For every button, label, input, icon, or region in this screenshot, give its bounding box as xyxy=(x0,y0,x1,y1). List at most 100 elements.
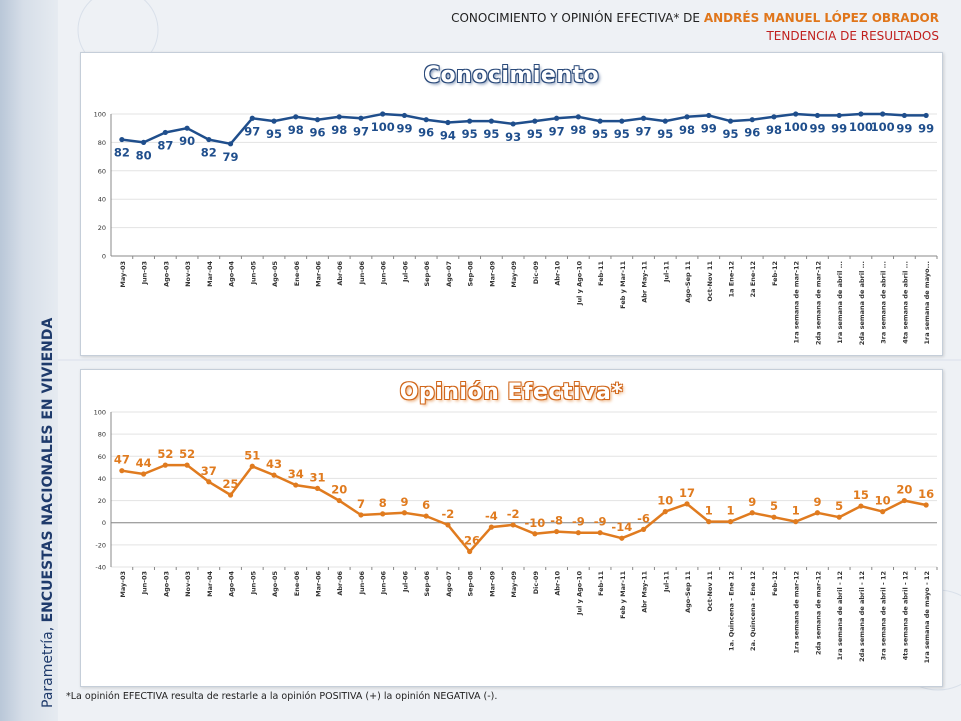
chart1-data-point xyxy=(423,513,429,519)
chart0-data-label: 100 xyxy=(784,120,808,134)
header-title-prefix: CONOCIMIENTO Y OPINIÓN EFECTIVA* DE xyxy=(451,11,701,25)
chart1-category-label: May-09 xyxy=(510,571,518,598)
footnote: *La opinión EFECTIVA resulta de restarle… xyxy=(66,691,498,702)
chart1-data-label: -14 xyxy=(611,520,632,534)
chart1-category-label: 4ta semana de abril - 12 xyxy=(901,571,909,660)
chart0-data-point xyxy=(119,136,125,143)
chart0-category-label: Oct-Nov 11 xyxy=(706,261,714,302)
chart0-ytick-label: 40 xyxy=(98,196,106,204)
chart0-data-point xyxy=(467,118,473,124)
chart0-data-label: 95 xyxy=(483,127,499,141)
chart1-ytick-label: 100 xyxy=(94,409,106,417)
chart1-data-label: 1 xyxy=(726,504,734,518)
chart0-category-label: Nov-03 xyxy=(184,261,192,287)
chart1-category-label: Ene-06 xyxy=(293,571,301,597)
chart1-data-point xyxy=(597,530,603,536)
chart1-data-point xyxy=(314,485,321,491)
chart1-data-point xyxy=(640,526,647,532)
opinion-panel: Opinión Efectiva* -40 -20 0 20 40 60 80 100 May-… xyxy=(80,369,943,687)
chart0-data-point xyxy=(249,115,255,121)
chart0-data-point xyxy=(575,114,581,120)
chart1-data-label: -6 xyxy=(637,511,650,525)
chart1-data-label: -8 xyxy=(550,514,563,528)
chart0-data-label: 98 xyxy=(766,123,782,137)
chart1-category-label: Dic-09 xyxy=(532,571,540,595)
chart0-category-label: Jul y Ago-10 xyxy=(575,261,583,306)
chart1-category-label: Jul y Ago-10 xyxy=(575,571,583,616)
chart0-data-label: 96 xyxy=(744,126,760,140)
chart1-category-label: 2a. Quincena - Ene 12 xyxy=(749,571,757,651)
chart1-data-label: 20 xyxy=(331,483,347,497)
chart1-category-label: Mar-04 xyxy=(206,571,214,597)
chart0-data-point xyxy=(640,115,647,121)
chart0-category-label: May-03 xyxy=(119,261,127,288)
chart1-category-label: Feb y Mar-11 xyxy=(619,571,627,619)
chart1-data-point xyxy=(249,463,255,469)
chart1-data-label: 52 xyxy=(179,447,195,461)
chart0-category-label: 1a Ene-12 xyxy=(728,261,736,297)
chart0-data-point xyxy=(358,115,364,121)
header-title-name: ANDRÉS MANUEL LÓPEZ OBRADOR xyxy=(703,11,939,25)
chart1-data-label: 16 xyxy=(918,487,934,501)
chart1-data-point xyxy=(793,519,799,525)
chart0-data-label: 96 xyxy=(418,126,434,140)
chart1-category-label: 1a. Quincena - Ene 12 xyxy=(728,571,736,651)
chart1-data-label: -9 xyxy=(572,515,585,529)
chart1-data-label: 1 xyxy=(705,504,713,518)
chart0-category-label: Jun-03 xyxy=(141,261,149,285)
chart0-data-point xyxy=(814,112,821,119)
chart0-data-label: 95 xyxy=(266,127,282,141)
chart1-data-label: 9 xyxy=(400,495,408,509)
chart1-ytick-label: 80 xyxy=(98,431,106,439)
chart1-data-point xyxy=(706,519,712,525)
chart0-data-label: 80 xyxy=(136,148,152,162)
chart1-data-label: -9 xyxy=(594,515,607,529)
chart0-data-label: 87 xyxy=(157,138,173,152)
chart0-data-point xyxy=(923,112,929,119)
chart1-category-label: May-03 xyxy=(119,571,127,598)
chart0-data-label: 97 xyxy=(244,124,260,138)
chart0-data-point xyxy=(532,118,538,124)
chart0-series-line xyxy=(121,112,927,146)
chart0-category-label: Jun-06 xyxy=(380,261,388,286)
chart1-data-label: 34 xyxy=(288,467,304,481)
chart1-data-point xyxy=(554,528,560,535)
chart0-data-point xyxy=(227,141,234,147)
chart0-data-label: 99 xyxy=(896,121,912,135)
chart1-data-label: -10 xyxy=(524,516,545,530)
chart1-category-label: Ago-03 xyxy=(162,571,170,597)
chart1-data-point xyxy=(401,510,408,516)
chart0-category-label: 2a Ene-12 xyxy=(749,261,757,297)
chart1-data-point xyxy=(901,497,907,504)
chart0-ytick-label: 20 xyxy=(98,224,106,232)
chart1-data-point xyxy=(358,512,364,518)
chart1-data-label: 25 xyxy=(223,477,239,491)
chart0-category-label: Abr-10 xyxy=(554,261,562,286)
chart1-category-label: Ago-07 xyxy=(445,571,453,597)
chart1-category-label: Feb-12 xyxy=(771,571,779,596)
chart1-category-label: Feb-11 xyxy=(597,571,605,596)
chart1-data-label: 43 xyxy=(266,457,282,471)
chart1-data-label: 8 xyxy=(379,496,387,510)
chart0-data-label: 95 xyxy=(722,127,738,141)
chart1-data-label: 51 xyxy=(244,448,260,462)
chart0-category-label: 1ra semana de abril ... xyxy=(836,261,844,344)
chart1-data-label: 52 xyxy=(157,447,173,461)
chart0-data-label: 95 xyxy=(657,127,673,141)
chart0-data-point xyxy=(771,114,777,120)
chart0-data-point xyxy=(836,112,842,119)
chart0-data-label: 94 xyxy=(440,129,456,143)
chart0-category-label: 1ra semana de mayo... xyxy=(923,261,931,344)
chart0-ytick-label: 60 xyxy=(98,167,106,175)
opinion-chart: -40 -20 0 20 40 60 80 100 May-03 Jun-03 Ago-03 Nov-… xyxy=(94,409,938,663)
chart0-data-label: 99 xyxy=(701,121,717,135)
chart0-data-point xyxy=(380,111,386,117)
chart0-category-label: Feb y Mar-11 xyxy=(619,261,627,309)
chart0-data-point xyxy=(858,111,864,117)
chart1-data-point xyxy=(141,471,147,477)
chart1-data-point xyxy=(271,472,277,478)
chart0-category-label: 2da semana de mar-12 xyxy=(814,261,822,345)
chart1-category-label: Abr-06 xyxy=(336,571,344,596)
chart1-data-point xyxy=(880,509,886,515)
chart0-category-label: Dic-09 xyxy=(532,261,540,285)
